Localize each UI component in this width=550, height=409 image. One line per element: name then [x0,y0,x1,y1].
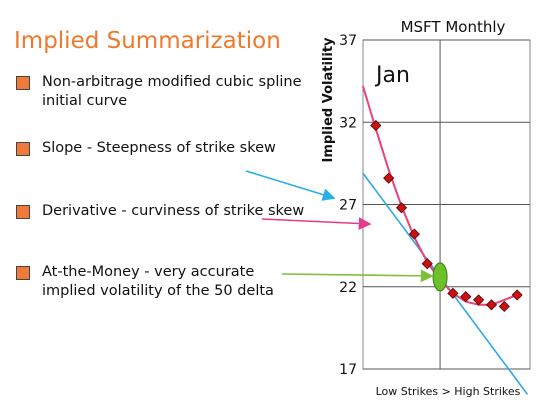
bullet-square-icon [16,266,30,280]
data-point-marker [473,294,485,306]
slope-arrow [245,170,336,201]
bullet-text: At-the-Money - very accurate implied vol… [42,264,274,299]
data-point-marker [447,287,459,299]
y-tick-label: 37 [339,33,357,49]
x-axis-label: Low Strikes > High Strikes [376,385,521,398]
y-tick-label: 27 [339,198,357,214]
data-point-marker [485,299,498,311]
y-axis-label: Implied Volatility [321,37,336,163]
y-tick-labels: 37 32 27 22 17 [339,33,357,378]
atm-ellipse [432,262,448,292]
data-point-marker [370,119,382,132]
atm-arrow [281,269,434,283]
derivative-arrow [261,217,372,230]
data-point-marker [421,258,433,270]
bullet-text: Non-arbitrage modified cubic spline init… [42,74,302,109]
data-point-marker [395,202,408,214]
y-tick-label: 32 [339,115,357,131]
bullet-derivative: Derivative - curviness of strike skew [16,202,306,221]
slide-title: Implied Summarization [14,28,281,54]
bullet-text: Slope - Steepness of strike skew [42,140,276,156]
bullet-text: Derivative - curviness of strike skew [42,203,305,219]
bullet-square-icon [16,205,30,219]
data-point-marker [408,228,420,240]
data-point-marker [460,291,472,303]
data-point-marker [383,172,395,184]
grid-lines [363,39,530,370]
chart-title: MSFT Monthly [401,18,506,36]
bullet-atm: At-the-Money - very accurate implied vol… [16,263,306,301]
month-label: Jan [374,63,410,88]
y-tick-label: 17 [339,362,357,378]
data-point-marker [511,289,523,301]
bullet-slope: Slope - Steepness of strike skew [16,139,306,158]
bullet-spline: Non-arbitrage modified cubic spline init… [16,73,306,111]
data-point-marker [498,300,510,313]
y-tick-label: 22 [339,280,357,296]
bullet-square-icon [16,76,30,90]
bullet-square-icon [16,142,30,156]
